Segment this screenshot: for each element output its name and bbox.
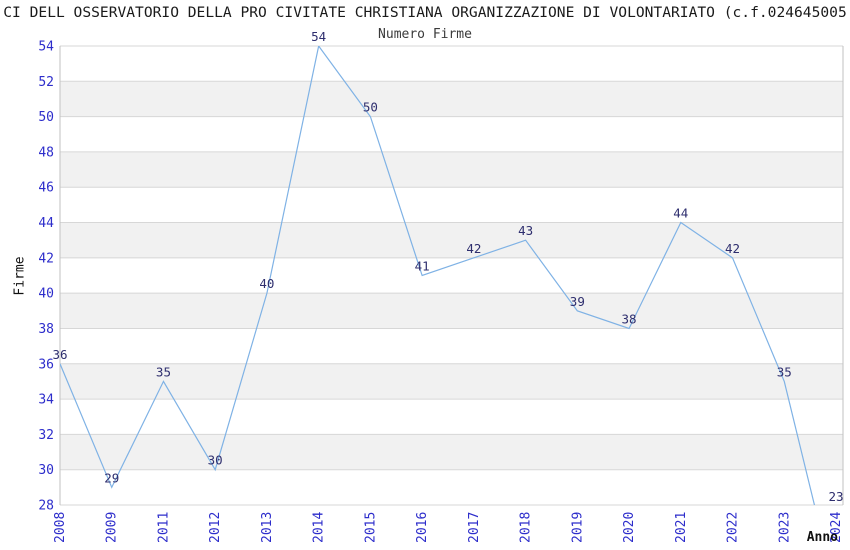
data-point-label: 38 [622,311,637,326]
band [60,434,843,470]
y-tick-label: 38 [38,322,54,337]
x-tick-label: 2022 [726,512,741,543]
chart-title: CI DELL OSSERVATORIO DELLA PRO CIVITATE … [3,4,847,21]
data-point-label: 42 [725,241,740,256]
y-tick-label: 42 [38,251,54,266]
data-point-label: 36 [52,347,67,362]
band [60,293,843,329]
x-tick-label: 2023 [777,512,792,543]
x-tick-label: 2008 [53,512,68,543]
x-tick-label: 2014 [312,512,327,543]
chart-subtitle: Numero Firme [378,27,472,42]
data-point-label: 23 [828,489,843,504]
data-point-label: 30 [208,453,223,468]
data-point-label: 29 [104,470,119,485]
y-tick-label: 52 [38,75,54,90]
x-tick-label: 2013 [260,512,275,543]
x-tick-label: 2016 [415,512,430,543]
y-tick-label: 34 [38,393,54,408]
data-point-label: 50 [363,100,378,115]
y-tick-label: 44 [38,216,54,231]
y-axis-title: Firme [12,256,28,296]
band [60,363,843,400]
y-tick-label: 46 [38,181,54,196]
band [60,151,843,188]
band [60,81,843,117]
y-tick-label: 32 [38,428,54,443]
x-tick-label: 2015 [363,512,378,543]
y-tick-label: 36 [38,357,54,372]
data-point-label: 43 [518,223,533,238]
data-point-label: 41 [415,259,430,274]
y-tick-label: 30 [38,463,54,478]
y-tick-label: 40 [38,287,54,302]
x-tick-label: 2018 [519,512,534,543]
x-tick-label: 2017 [467,512,482,543]
x-tick-label: 2012 [208,512,223,543]
x-tick-label: 2019 [570,512,585,543]
data-point-label: 54 [311,29,326,44]
data-point-label: 35 [156,364,171,379]
data-point-label: 35 [777,364,792,379]
x-tick-label: 2024 [829,512,844,543]
x-tick-label: 2020 [622,512,637,543]
data-point-label: 44 [673,206,688,221]
data-point-label: 42 [466,241,481,256]
x-tick-label: 2011 [156,512,171,543]
data-point-label: 39 [570,294,585,309]
series-line [60,46,816,505]
x-tick-label: 2009 [105,512,120,543]
y-tick-label: 54 [38,40,54,55]
x-axis-title: Anno [806,530,838,545]
y-tick-label: 28 [38,499,54,514]
data-point-label: 40 [259,276,274,291]
y-tick-label: 48 [38,145,54,160]
x-tick-label: 2021 [674,512,689,543]
band [60,222,843,258]
y-tick-label: 50 [38,110,54,125]
